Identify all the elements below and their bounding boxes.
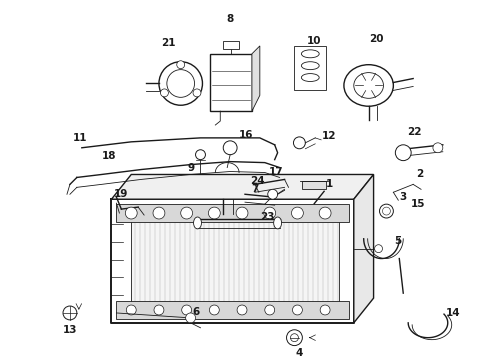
Text: 22: 22 — [407, 127, 421, 137]
Text: 23: 23 — [261, 212, 275, 222]
Text: 9: 9 — [187, 163, 194, 172]
Circle shape — [209, 305, 220, 315]
Circle shape — [126, 305, 136, 315]
Circle shape — [153, 207, 165, 219]
Circle shape — [395, 145, 411, 161]
Circle shape — [294, 137, 305, 149]
Text: 17: 17 — [269, 167, 283, 176]
Text: 2: 2 — [416, 170, 424, 180]
Circle shape — [177, 61, 185, 69]
Circle shape — [291, 334, 298, 342]
Circle shape — [292, 207, 303, 219]
Bar — [210, 54, 252, 111]
Bar — [131, 217, 339, 305]
Text: 20: 20 — [369, 34, 384, 44]
Bar — [117, 204, 349, 222]
Ellipse shape — [301, 50, 319, 58]
Circle shape — [186, 313, 196, 323]
Ellipse shape — [274, 217, 282, 229]
Text: 21: 21 — [162, 38, 176, 48]
Text: 11: 11 — [73, 133, 87, 143]
Circle shape — [383, 207, 391, 215]
Text: 4: 4 — [295, 347, 303, 357]
Text: 15: 15 — [411, 199, 425, 209]
Circle shape — [161, 89, 169, 97]
Bar — [302, 181, 326, 189]
Circle shape — [236, 207, 248, 219]
Circle shape — [196, 150, 205, 159]
Circle shape — [167, 69, 195, 97]
Circle shape — [237, 305, 247, 315]
Circle shape — [223, 141, 237, 155]
Circle shape — [208, 207, 220, 219]
Text: 1: 1 — [325, 179, 333, 189]
Ellipse shape — [354, 73, 384, 98]
Ellipse shape — [301, 73, 319, 81]
Circle shape — [182, 305, 192, 315]
Circle shape — [319, 207, 331, 219]
Ellipse shape — [194, 217, 201, 229]
Text: 19: 19 — [114, 189, 128, 199]
Text: 7: 7 — [251, 184, 259, 194]
Circle shape — [374, 245, 383, 253]
Text: 6: 6 — [192, 307, 199, 317]
Circle shape — [265, 305, 275, 315]
Text: 10: 10 — [307, 36, 321, 46]
Circle shape — [125, 207, 137, 219]
Circle shape — [293, 305, 302, 315]
Circle shape — [433, 143, 443, 153]
Polygon shape — [252, 46, 260, 111]
Circle shape — [320, 305, 330, 315]
Circle shape — [264, 207, 276, 219]
Text: 8: 8 — [226, 14, 234, 24]
Polygon shape — [354, 175, 373, 323]
Circle shape — [380, 204, 393, 218]
Bar — [223, 41, 239, 49]
Ellipse shape — [301, 62, 319, 69]
Text: 18: 18 — [102, 151, 117, 161]
Text: 24: 24 — [250, 176, 265, 186]
Circle shape — [154, 305, 164, 315]
Text: 14: 14 — [445, 308, 460, 318]
Text: 13: 13 — [63, 325, 77, 335]
Circle shape — [63, 306, 77, 320]
Text: 3: 3 — [400, 192, 407, 202]
Ellipse shape — [344, 65, 393, 106]
Bar — [131, 217, 339, 305]
Circle shape — [181, 207, 193, 219]
Text: 5: 5 — [394, 236, 402, 246]
Bar — [117, 301, 349, 319]
Text: 12: 12 — [322, 131, 336, 141]
Circle shape — [193, 89, 201, 97]
Text: 16: 16 — [239, 130, 253, 140]
Bar — [294, 46, 326, 90]
Circle shape — [287, 330, 302, 346]
Circle shape — [159, 62, 202, 105]
Circle shape — [268, 189, 278, 199]
Polygon shape — [111, 175, 373, 199]
